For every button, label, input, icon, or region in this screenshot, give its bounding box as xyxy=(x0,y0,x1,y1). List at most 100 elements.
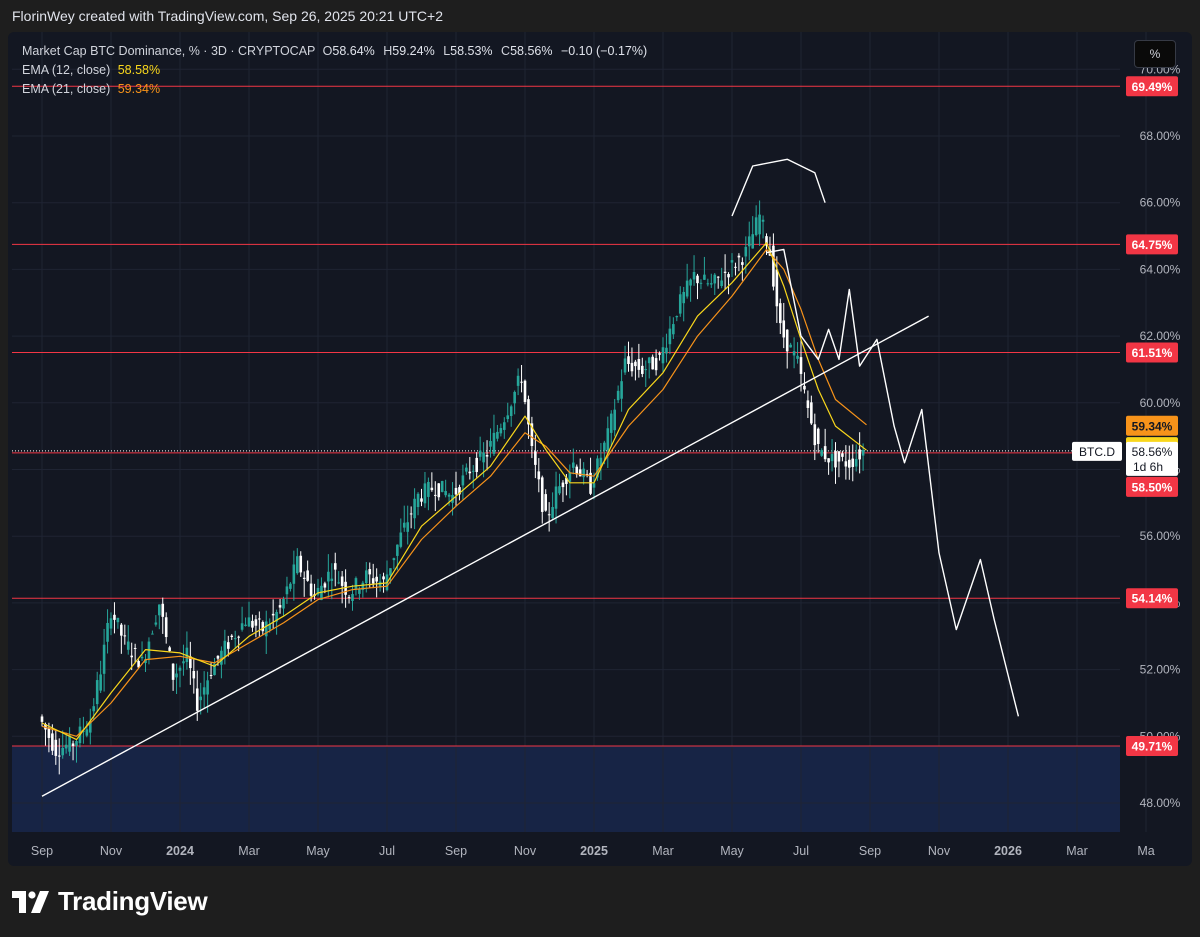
candle-body xyxy=(340,576,344,586)
candle-body xyxy=(644,369,648,371)
level-label-bg xyxy=(1126,76,1178,97)
candle-body xyxy=(720,280,723,287)
candle-body xyxy=(713,274,717,284)
candle-body xyxy=(516,375,520,386)
ema21-line xyxy=(41,248,867,737)
candle-body xyxy=(64,744,68,749)
candle-body xyxy=(54,739,58,756)
candle-body xyxy=(109,618,113,629)
candle-body xyxy=(454,487,458,495)
candle-body xyxy=(182,661,185,664)
candle-body xyxy=(609,413,613,433)
price-chart[interactable]: 48.00%50.00%52.00%54.00%56.00%58.00%60.0… xyxy=(8,32,1192,866)
candle-body xyxy=(140,656,144,659)
candle-body xyxy=(47,727,51,738)
candle-body xyxy=(282,599,285,609)
level-label: 58.50% xyxy=(1132,480,1173,494)
candle-body xyxy=(848,459,851,468)
candle-body xyxy=(582,468,585,478)
candle-body xyxy=(306,570,309,581)
candle-body xyxy=(240,623,244,630)
candle-body xyxy=(302,577,306,579)
candle-body xyxy=(233,638,237,640)
y-tick-label: 64.00% xyxy=(1140,262,1181,276)
candle-body xyxy=(506,415,510,420)
candle-body xyxy=(492,432,496,454)
candle-body xyxy=(151,633,154,635)
candle-body xyxy=(465,467,468,472)
candle-body xyxy=(378,581,382,588)
x-tick-label: Mar xyxy=(1066,844,1088,858)
shaded-zone xyxy=(12,745,1120,832)
candle-body xyxy=(520,381,523,383)
candle-body xyxy=(689,279,692,286)
candle-body xyxy=(185,647,189,663)
candle-body xyxy=(578,469,582,477)
y-tick-label: 56.00% xyxy=(1140,529,1181,543)
candle-body xyxy=(133,647,137,649)
candle-body xyxy=(461,475,465,486)
candle-body xyxy=(206,680,209,695)
y-tick-label: 60.00% xyxy=(1140,396,1181,410)
candle-body xyxy=(106,622,109,642)
candle-body xyxy=(89,721,92,733)
candle-body xyxy=(413,498,416,519)
trendline xyxy=(41,315,929,797)
candle-body xyxy=(544,494,547,511)
symbol-tag: BTC.D xyxy=(1079,445,1115,459)
x-tick-label: Nov xyxy=(514,844,537,858)
candle-body xyxy=(523,380,527,403)
candle-body xyxy=(703,274,706,280)
candle-body xyxy=(447,494,451,497)
candle-body xyxy=(678,294,682,314)
candle-body xyxy=(716,276,720,278)
legend-close-label: C xyxy=(501,44,511,58)
candle-body xyxy=(123,635,127,637)
candle-body xyxy=(499,428,503,434)
candle-body xyxy=(620,381,623,399)
candle-body xyxy=(634,361,637,367)
candle-body xyxy=(51,733,54,751)
candle-body xyxy=(40,716,44,722)
candle-body xyxy=(430,487,434,491)
candle-body xyxy=(337,582,340,584)
ema12-line xyxy=(41,242,867,741)
candle-body xyxy=(275,612,278,622)
candle-body xyxy=(530,423,534,447)
x-tick-label: 2025 xyxy=(580,844,608,858)
candle-body xyxy=(61,747,64,756)
legend-high-label: H xyxy=(383,44,393,58)
candle-body xyxy=(789,344,792,348)
candle-body xyxy=(209,675,213,677)
percent-scale-button[interactable]: % xyxy=(1134,40,1176,68)
candle-body xyxy=(827,458,830,463)
candle-body xyxy=(565,477,568,484)
candle-body xyxy=(682,291,685,304)
candle-body xyxy=(558,486,561,494)
y-tick-label: 66.00% xyxy=(1140,196,1181,210)
candle-body xyxy=(806,400,810,408)
candle-body xyxy=(237,636,240,638)
candle-body xyxy=(330,578,334,581)
candle-body xyxy=(572,462,575,468)
legend-symbol-row: Market Cap BTC Dominance, % · 3D · CRYPT… xyxy=(22,42,647,61)
candle-body xyxy=(696,275,699,284)
candle-body xyxy=(299,555,303,573)
candle-body xyxy=(361,582,365,590)
candle-body xyxy=(513,391,516,404)
candle-body xyxy=(685,280,689,297)
x-tick-label: Sep xyxy=(859,844,881,858)
candle-body xyxy=(154,622,158,625)
candle-body xyxy=(675,315,679,318)
candle-body xyxy=(440,481,444,492)
level-label-bg xyxy=(1126,476,1178,497)
candle-body xyxy=(816,428,820,444)
candle-body xyxy=(585,473,589,475)
legend-open-label: O xyxy=(322,44,333,58)
chart-panel[interactable]: 48.00%50.00%52.00%54.00%56.00%58.00%60.0… xyxy=(8,32,1192,866)
candle-body xyxy=(423,483,427,504)
candle-body xyxy=(754,217,758,236)
candle-body xyxy=(434,494,437,496)
candle-body xyxy=(327,571,330,582)
candle-body xyxy=(389,568,392,576)
